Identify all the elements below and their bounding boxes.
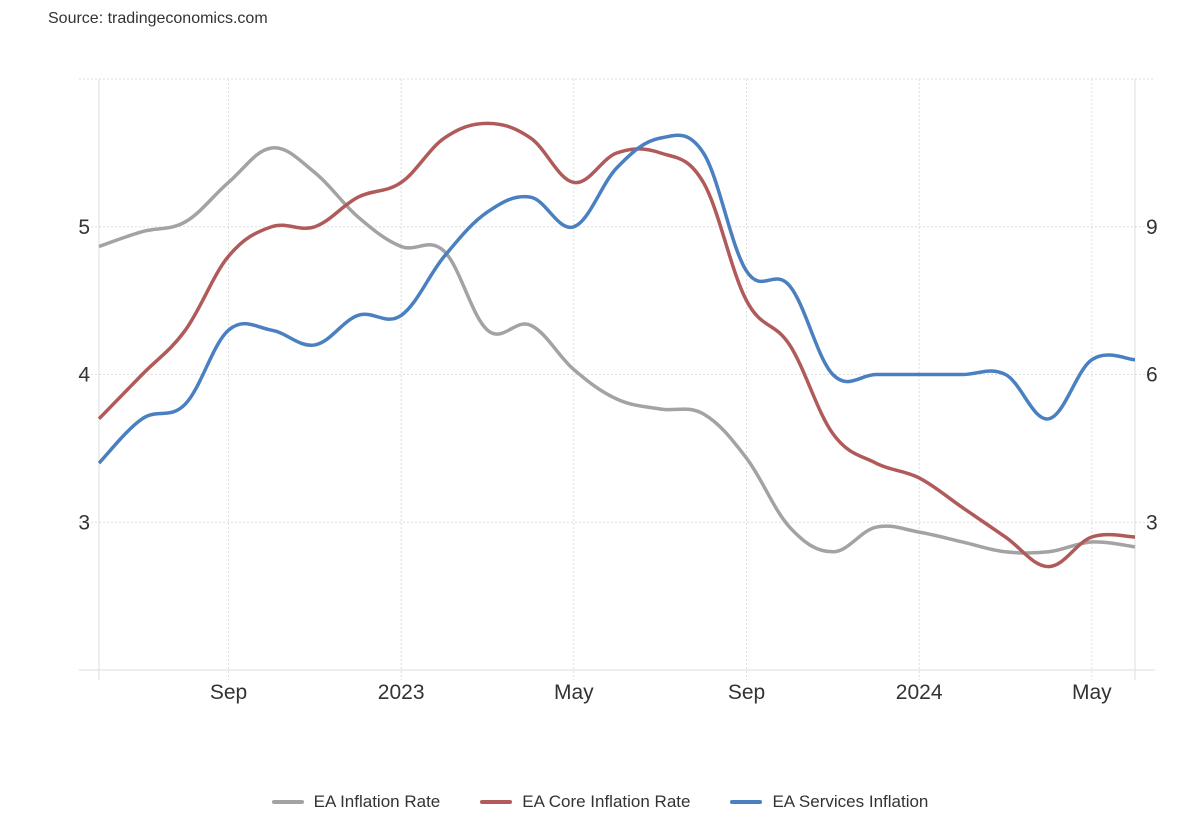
left-y-tick-label: 4 [78,364,90,387]
right-y-tick-label: 6 [1146,364,1158,387]
legend: EA Inflation Rate EA Core Inflation Rate E… [0,792,1200,812]
series-line-ea-core-inflation-rate [97,121,1136,569]
x-tick-label: Sep [210,681,247,704]
x-tick-label: Sep [728,681,765,704]
legend-swatch [480,800,513,804]
legend-item[interactable]: EA Services Inflation [730,792,928,812]
x-tick-label: May [1072,681,1112,704]
right-y-tick-label: 3 [1146,511,1158,534]
source-label: Source: tradingeconomics.com [48,10,268,27]
legend-item[interactable]: EA Inflation Rate [271,792,441,812]
legend-label: EA Inflation Rate [313,792,441,811]
legend-label: EA Services Inflation [772,792,929,811]
line-chart: Sep 2023 May Sep 2024 May 3 4 5 3 6 9 [78,78,1158,704]
legend-swatch [730,800,763,804]
legend-item[interactable]: EA Core Inflation Rate [480,792,690,812]
x-tick-label: 2023 [378,681,425,704]
legend-label: EA Core Inflation Rate [522,792,691,811]
x-tick-label: 2024 [896,681,943,704]
series-line-ea-services-inflation [97,133,1136,465]
x-tick-label: May [554,681,594,704]
series-line-ea-inflation-rate [98,146,1136,555]
legend-swatch [271,800,304,804]
left-y-tick-label: 3 [78,511,90,534]
right-y-tick-label: 9 [1146,216,1158,239]
left-y-tick-label: 5 [78,216,90,239]
